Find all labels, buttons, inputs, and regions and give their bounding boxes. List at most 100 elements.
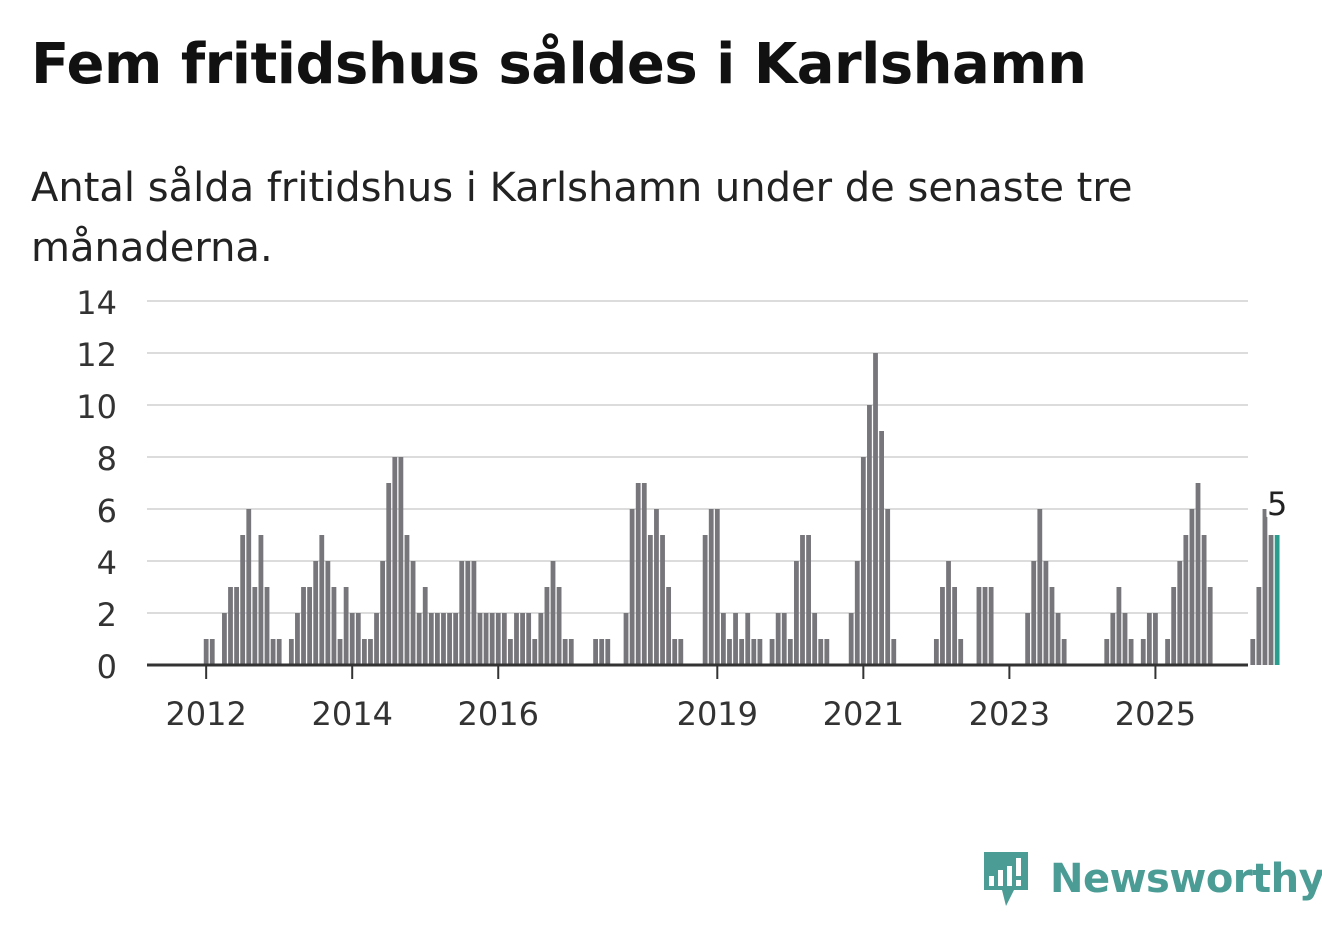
bar (258, 535, 264, 665)
bar (867, 405, 872, 665)
bar (593, 639, 599, 665)
bar (441, 613, 446, 665)
bar (295, 613, 300, 665)
x-axis-labels: 2012 2014 2016 2019 2021 2023 2025 (165, 695, 1196, 733)
bar (848, 613, 854, 665)
newsworthy-logo: Newsworthy (980, 848, 1322, 910)
bar (1031, 561, 1037, 665)
bar (270, 639, 276, 665)
bar (477, 613, 483, 665)
bar (228, 587, 233, 665)
bar (313, 561, 319, 665)
bar (647, 535, 653, 665)
bar (775, 613, 781, 665)
bar (1043, 561, 1049, 665)
bar (343, 587, 349, 665)
x-axis-ticks (205, 665, 1157, 679)
bar (733, 613, 738, 665)
bar (708, 509, 714, 665)
bar (1256, 587, 1262, 665)
bar (355, 613, 361, 665)
bar (501, 613, 507, 665)
bar (203, 639, 209, 665)
bar (550, 561, 556, 665)
bar (532, 639, 538, 665)
newsworthy-logo-icon (984, 852, 1028, 906)
bar (471, 561, 477, 665)
bar (1037, 509, 1043, 665)
bar (933, 639, 939, 665)
x-tick-label: 2025 (1115, 695, 1196, 733)
bar (209, 639, 215, 665)
bar (410, 561, 416, 665)
bar (307, 587, 313, 665)
bar (392, 457, 398, 665)
bar (714, 509, 720, 665)
bar (1262, 509, 1268, 665)
x-tick-label: 2023 (969, 695, 1050, 733)
bar (873, 353, 878, 665)
bar (666, 587, 672, 665)
bar (824, 639, 830, 665)
bar (812, 613, 818, 665)
bars (203, 353, 1280, 665)
bar (325, 561, 331, 665)
bar (860, 457, 866, 665)
gridlines (147, 300, 1248, 614)
bar (562, 639, 568, 665)
bar (952, 587, 958, 665)
bar (514, 613, 519, 665)
bar (599, 639, 605, 665)
bar (1189, 509, 1195, 665)
bar (946, 561, 951, 665)
x-tick-label: 2019 (677, 695, 758, 733)
bar (538, 613, 544, 665)
bar (720, 613, 726, 665)
chart-subtitle: Antal sålda fritidshus i Karlshamn under… (31, 165, 1133, 271)
bar (453, 613, 459, 665)
bar (361, 639, 367, 665)
bar (727, 639, 732, 665)
bar (556, 587, 562, 665)
bar (1146, 613, 1152, 665)
bar (447, 613, 452, 665)
bar (988, 587, 994, 665)
bar (1061, 639, 1067, 665)
y-tick-label: 10 (76, 388, 117, 426)
x-tick-label: 2021 (823, 695, 904, 733)
bar (958, 639, 964, 665)
bar (1140, 639, 1146, 665)
bar (568, 639, 574, 665)
bar-chart: 0 2 4 6 8 10 12 14 2012 2014 2016 2019 2021 2023 2025… (76, 284, 1288, 733)
bar (252, 587, 258, 665)
bar (1268, 535, 1274, 665)
bar (1183, 535, 1189, 665)
bar (781, 613, 787, 665)
bar (1250, 639, 1256, 665)
bar (1025, 613, 1031, 665)
bar (465, 561, 471, 665)
bar (234, 587, 239, 665)
bar (854, 561, 860, 665)
bar (386, 483, 392, 665)
bar (1177, 561, 1183, 665)
bar (276, 639, 282, 665)
bar (434, 613, 440, 665)
bar (702, 535, 708, 665)
bar (422, 587, 428, 665)
bar (757, 639, 763, 665)
bar (678, 639, 684, 665)
last-value-label: 5 (1267, 485, 1287, 523)
bar (751, 639, 757, 665)
bar (368, 639, 373, 665)
y-tick-label: 2 (97, 596, 117, 634)
y-axis-labels: 0 2 4 6 8 10 12 14 (76, 284, 117, 686)
bar (1195, 483, 1201, 665)
y-tick-label: 4 (97, 544, 117, 582)
bar (337, 639, 343, 665)
bar (885, 509, 891, 665)
y-tick-label: 12 (76, 336, 117, 374)
bar (940, 587, 945, 665)
bar (654, 509, 659, 665)
bar (331, 587, 337, 665)
